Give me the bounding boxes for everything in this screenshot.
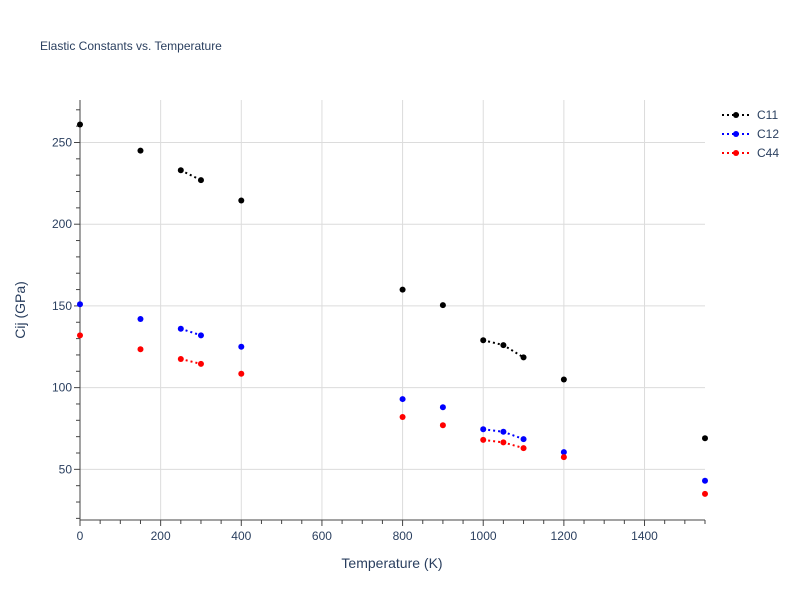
x-axis-ticks: 0 200 400 600 800 1000 1200 1400 bbox=[77, 520, 706, 543]
x-tick-label: 200 bbox=[151, 529, 171, 543]
grid bbox=[80, 100, 705, 520]
data-point bbox=[77, 301, 83, 308]
plot-area bbox=[77, 121, 708, 497]
series-c12 bbox=[77, 301, 708, 484]
y-axis-title: Cij (GPa) bbox=[12, 281, 28, 339]
axes bbox=[79, 100, 705, 521]
series-line-c12 bbox=[180, 327, 202, 337]
x-axis-title: Temperature (K) bbox=[341, 555, 442, 571]
y-tick-label: 50 bbox=[59, 462, 73, 476]
legend-label: C12 bbox=[757, 127, 779, 141]
data-point bbox=[480, 426, 487, 433]
y-tick-label: 250 bbox=[52, 135, 72, 149]
data-point bbox=[560, 449, 567, 456]
data-point bbox=[702, 477, 708, 484]
data-point bbox=[520, 445, 527, 452]
x-tick-label: 400 bbox=[231, 529, 251, 543]
data-point bbox=[177, 325, 184, 332]
legend-marker bbox=[733, 150, 739, 156]
legend-item-c11[interactable]: C11 bbox=[722, 108, 778, 122]
x-tick-label: 0 bbox=[77, 529, 84, 543]
data-point bbox=[560, 454, 567, 461]
legend-item-c44[interactable]: C44 bbox=[722, 146, 779, 160]
data-point bbox=[77, 332, 83, 339]
legend-label: C11 bbox=[757, 108, 778, 122]
chart-title: Elastic Constants vs. Temperature bbox=[40, 39, 222, 53]
data-point bbox=[137, 346, 144, 353]
data-point bbox=[500, 342, 507, 349]
data-point bbox=[480, 436, 487, 443]
data-point bbox=[560, 376, 567, 383]
legend[interactable]: C11 C12 C44 bbox=[722, 108, 779, 160]
data-point bbox=[137, 315, 144, 322]
y-tick-label: 100 bbox=[52, 381, 72, 395]
data-point bbox=[197, 332, 204, 339]
data-point bbox=[197, 360, 204, 367]
series-c44 bbox=[77, 332, 708, 497]
data-point bbox=[439, 302, 446, 309]
y-axis-ticks: 50 100 150 200 250 bbox=[52, 109, 80, 519]
data-point bbox=[480, 337, 487, 344]
data-point bbox=[399, 414, 406, 421]
data-point bbox=[137, 147, 144, 154]
data-point bbox=[238, 343, 245, 350]
x-tick-label: 1000 bbox=[470, 529, 497, 543]
x-tick-label: 1400 bbox=[631, 529, 658, 543]
series-line-c11 bbox=[180, 169, 202, 181]
data-point bbox=[520, 436, 527, 443]
series-c11 bbox=[77, 121, 708, 442]
data-point bbox=[520, 354, 527, 361]
x-tick-label: 600 bbox=[312, 529, 332, 543]
legend-item-c12[interactable]: C12 bbox=[722, 127, 779, 141]
legend-marker bbox=[733, 112, 739, 118]
data-point bbox=[238, 197, 245, 204]
data-point bbox=[177, 167, 184, 174]
data-point bbox=[439, 422, 446, 429]
data-point bbox=[197, 177, 204, 184]
y-tick-label: 200 bbox=[52, 217, 72, 231]
data-point bbox=[399, 396, 406, 403]
data-point bbox=[500, 439, 507, 446]
legend-label: C44 bbox=[757, 146, 779, 160]
y-tick-label: 150 bbox=[52, 299, 72, 313]
x-tick-label: 1200 bbox=[551, 529, 578, 543]
data-point bbox=[500, 428, 507, 435]
data-point bbox=[439, 404, 446, 411]
x-tick-label: 800 bbox=[393, 529, 413, 543]
data-point bbox=[702, 435, 708, 442]
data-point bbox=[702, 490, 708, 497]
data-point bbox=[238, 370, 245, 377]
data-point bbox=[77, 121, 83, 128]
series-line-c44 bbox=[180, 358, 202, 365]
legend-marker bbox=[733, 131, 739, 137]
data-point bbox=[177, 356, 184, 363]
data-point bbox=[399, 286, 406, 293]
